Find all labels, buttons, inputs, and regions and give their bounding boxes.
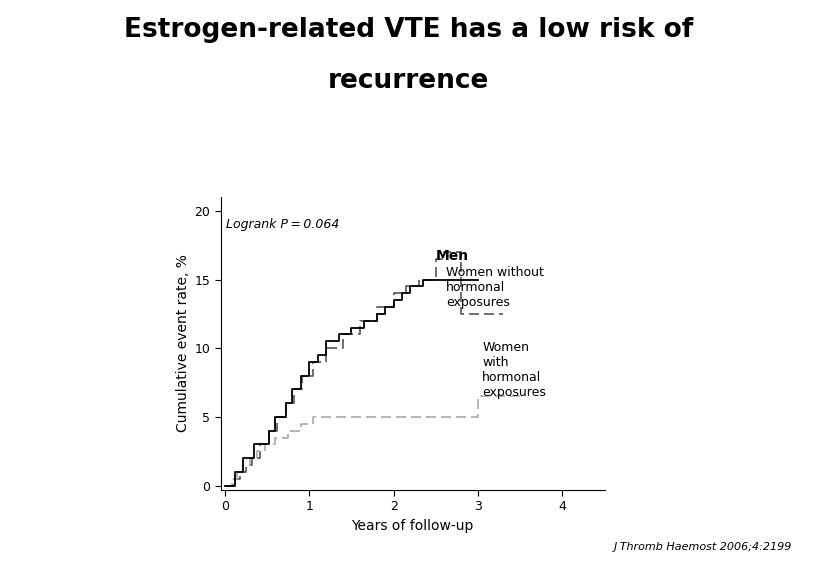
Text: Women
with
hormonal
exposures: Women with hormonal exposures — [482, 341, 546, 399]
Text: Estrogen-related VTE has a low risk of: Estrogen-related VTE has a low risk of — [124, 17, 693, 43]
Text: Men: Men — [435, 249, 469, 263]
Y-axis label: Cumulative event rate, %: Cumulative event rate, % — [176, 254, 190, 432]
Text: recurrence: recurrence — [328, 68, 489, 93]
Text: Women without
hormonal
exposures: Women without hormonal exposures — [446, 266, 544, 309]
Text: Logrank P = 0.064: Logrank P = 0.064 — [226, 218, 340, 231]
Text: J Thromb Haemost 2006;4:2199: J Thromb Haemost 2006;4:2199 — [614, 542, 792, 552]
X-axis label: Years of follow-up: Years of follow-up — [351, 519, 474, 533]
